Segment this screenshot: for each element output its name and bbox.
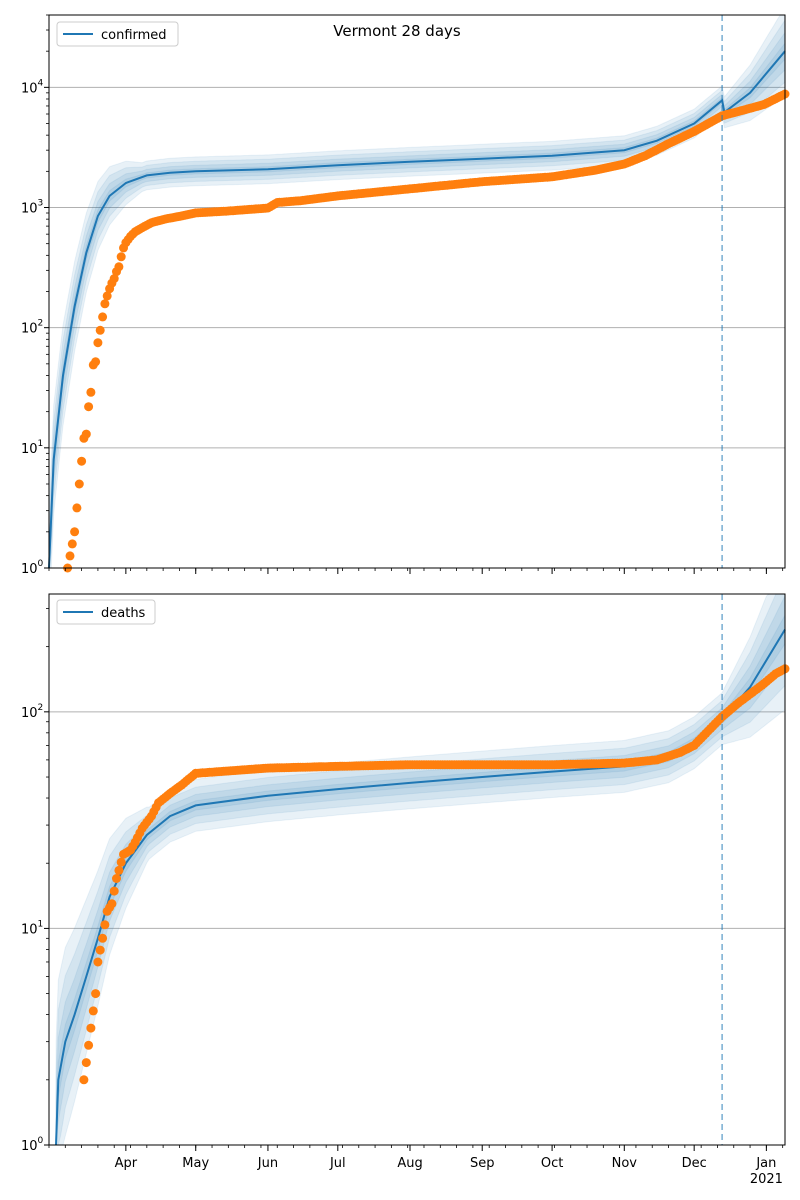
- confirmed-ytick-label: 104: [21, 78, 44, 96]
- confirmed-x-axis: [48, 568, 784, 574]
- confirmed-observed-point: [72, 503, 82, 513]
- deaths-xtick-label: Dec: [682, 1156, 707, 1171]
- deaths-observed-point: [95, 945, 105, 955]
- deaths-observed-point: [116, 857, 126, 867]
- deaths-ytick-label: 101: [21, 919, 43, 937]
- chart-title: Vermont 28 days: [333, 22, 461, 40]
- confirmed-observed-point: [98, 312, 108, 322]
- deaths-xtick-label: Apr: [115, 1156, 138, 1171]
- confirmed-panel: 100 101 102 103 104 Vermont 28 days confirme…: [21, 14, 790, 577]
- confirmed-observed-point: [102, 291, 112, 301]
- deaths-observed-point: [81, 1058, 91, 1068]
- deaths-legend: deaths: [56, 599, 156, 625]
- confirmed-observed-point: [81, 429, 91, 439]
- confirmed-observed-point: [109, 274, 119, 284]
- confirmed-observed-point: [100, 299, 110, 309]
- confirmed-observed-point: [70, 527, 80, 537]
- deaths-observed-point: [107, 899, 117, 909]
- deaths-ytick-label: 102: [21, 703, 43, 721]
- deaths-observed-points: [79, 664, 790, 1085]
- confirmed-ytick-label: 101: [21, 439, 43, 457]
- confirmed-observed-point: [93, 338, 103, 348]
- confirmed-ytick-label: 102: [21, 319, 43, 337]
- deaths-xtick-label: Aug: [397, 1156, 422, 1171]
- deaths-xtick-label: Jul: [329, 1156, 346, 1171]
- confirmed-legend: confirmed: [56, 21, 179, 47]
- x-year-label: 2021: [750, 1172, 783, 1187]
- deaths-y-axis: 100 101 102: [21, 608, 49, 1154]
- deaths-observed-point: [91, 989, 101, 999]
- confirmed-observed-points: [63, 89, 790, 573]
- confirmed-observed-point: [86, 387, 96, 397]
- deaths-observed-point: [114, 865, 124, 875]
- deaths-xtick-label: Oct: [541, 1156, 563, 1171]
- confirmed-observed-point: [65, 551, 75, 561]
- deaths-observed-point: [79, 1075, 89, 1085]
- deaths-panel: 100 101 102 Apr May Jun Jul Aug Sep Oct Nov Dec Jan…: [21, 593, 790, 1187]
- confirmed-observed-point: [91, 357, 101, 367]
- deaths-observed-point: [93, 957, 103, 967]
- deaths-observed-point: [109, 886, 119, 896]
- deaths-xtick-label: Jan: [755, 1156, 776, 1171]
- deaths-observed-point: [86, 1023, 96, 1033]
- deaths-xtick-label: Sep: [470, 1156, 495, 1171]
- confirmed-observed-point: [74, 479, 84, 489]
- confirmed-model-line: [48, 50, 786, 569]
- confirmed-y-axis: 100 101 102 103 104: [21, 14, 49, 577]
- confirmed-ytick-label: 103: [21, 199, 43, 217]
- confirmed-observed-point: [84, 402, 94, 412]
- confirmed-observed-point: [77, 456, 87, 466]
- confirmed-observed-point: [116, 252, 126, 262]
- deaths-observed-point: [84, 1040, 94, 1050]
- deaths-xtick-label: Nov: [612, 1156, 638, 1171]
- confirmed-observed-point: [114, 262, 124, 272]
- deaths-plot-frame: [48, 593, 786, 1146]
- deaths-xtick-label: Jun: [257, 1156, 278, 1171]
- deaths-observed-point: [112, 874, 121, 883]
- deaths-ytick-label: 100: [21, 1136, 44, 1154]
- deaths-observed-point: [98, 933, 108, 943]
- deaths-legend-label: deaths: [101, 606, 146, 621]
- deaths-observed-point: [100, 920, 110, 930]
- confirmed-observed-point: [95, 325, 105, 335]
- deaths-xtick-label: May: [182, 1156, 209, 1171]
- confirmed-legend-label: confirmed: [101, 28, 167, 43]
- confirmed-ytick-label: 100: [21, 559, 44, 577]
- deaths-observed-point: [88, 1006, 98, 1016]
- confirmed-observed-point: [67, 539, 77, 549]
